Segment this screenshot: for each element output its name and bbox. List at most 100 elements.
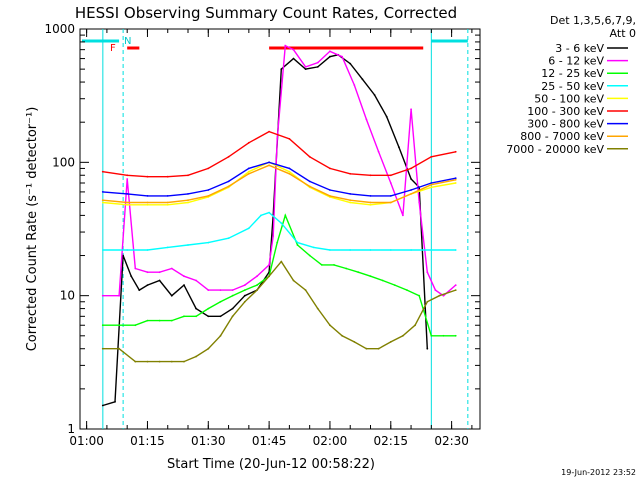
series-point: [349, 201, 352, 204]
series-point: [430, 249, 433, 251]
series-point: [369, 174, 372, 177]
series-line-5: [102, 130, 456, 178]
series-point: [377, 347, 380, 350]
series-point: [227, 185, 230, 188]
series-point: [187, 199, 189, 202]
series-point: [247, 227, 250, 230]
x-tick-label: 02:30: [434, 434, 469, 448]
series-point: [101, 324, 104, 327]
series-point: [296, 244, 299, 246]
series-point: [329, 324, 331, 327]
series-point: [118, 347, 120, 350]
series-point: [454, 150, 457, 153]
series-point: [231, 289, 234, 291]
series-point: [389, 174, 392, 177]
series-point: [195, 307, 198, 310]
series-point: [158, 279, 161, 282]
series-point: [268, 211, 270, 214]
series-point: [292, 279, 295, 282]
series-point: [418, 294, 421, 297]
legend-entry-7: 800 - 7000 keV: [520, 130, 604, 143]
series-point: [296, 241, 299, 244]
series-point: [101, 294, 104, 297]
series-point: [365, 347, 368, 350]
series-point: [426, 347, 429, 350]
series-point: [170, 360, 173, 363]
series-point: [101, 404, 104, 407]
series-point: [195, 279, 198, 282]
series-point: [329, 50, 331, 53]
series-point: [406, 289, 408, 291]
series-point: [170, 267, 173, 270]
series-point: [369, 203, 372, 206]
series-line-4: [102, 161, 456, 206]
series-point: [207, 307, 210, 310]
series-point: [243, 289, 246, 291]
series-point: [146, 319, 149, 322]
series-line-1: [102, 44, 457, 297]
legend-entry-2: 12 - 25 keV: [541, 67, 604, 80]
series-line-8: [102, 260, 456, 363]
instrument-guides: [82, 29, 469, 429]
series-point: [329, 189, 331, 191]
chart-title: HESSI Observing Summary Count Rates, Cor…: [75, 4, 457, 22]
series-point: [430, 155, 433, 158]
series-point: [284, 44, 287, 47]
series-point: [138, 289, 141, 291]
series-point: [183, 284, 185, 286]
series-point: [170, 319, 173, 322]
series-point: [316, 61, 319, 64]
series-point: [219, 289, 222, 291]
series-point: [187, 174, 189, 177]
series-point: [219, 315, 222, 318]
series-point: [256, 284, 258, 286]
series-point: [389, 182, 392, 184]
series-point: [288, 172, 291, 175]
series-point: [158, 319, 161, 322]
series-point: [365, 118, 368, 121]
series-point: [414, 324, 416, 327]
series-point: [280, 260, 283, 263]
series-point: [442, 334, 445, 337]
series-point: [207, 289, 210, 291]
series-point: [398, 146, 400, 149]
series-point: [430, 182, 433, 184]
series-point: [304, 66, 307, 68]
series-line-6: [102, 161, 456, 197]
series-point: [101, 249, 104, 251]
series-point: [101, 347, 104, 350]
series-point: [166, 175, 169, 178]
y-tick-label: 10: [60, 289, 75, 303]
series-point: [247, 172, 250, 175]
series-point: [146, 271, 149, 274]
series-point: [166, 195, 169, 197]
legend-entry-0: 3 - 6 keV: [555, 42, 604, 55]
series-point: [134, 324, 137, 327]
series-point: [288, 138, 291, 140]
series-point: [280, 222, 283, 225]
series-point: [389, 341, 392, 343]
series-point: [187, 244, 189, 246]
series-point: [272, 235, 275, 237]
series-point: [187, 201, 189, 204]
series-point: [260, 214, 262, 217]
series-line-7: [102, 164, 456, 204]
series-point: [304, 68, 307, 70]
flag-n-label: N: [124, 36, 131, 47]
series-point: [426, 271, 429, 274]
series-point: [418, 201, 421, 204]
series-point: [231, 294, 234, 297]
series-point: [183, 315, 185, 318]
series-point: [170, 294, 173, 297]
series-point: [134, 267, 137, 270]
series-point: [101, 199, 104, 202]
series-point: [454, 289, 457, 291]
series-point: [187, 193, 189, 195]
series-point: [247, 167, 250, 170]
series-point: [101, 191, 104, 193]
series-point: [134, 360, 137, 363]
series-point: [353, 84, 356, 86]
y-tick-label: 100: [52, 155, 75, 169]
series-point: [122, 254, 124, 257]
